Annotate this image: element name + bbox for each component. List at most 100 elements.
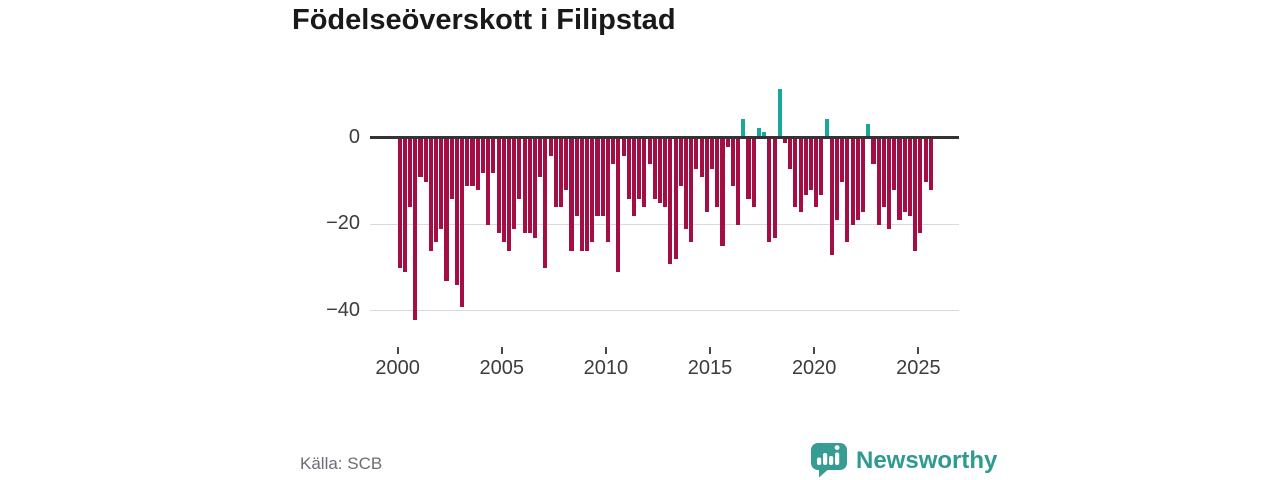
bar — [855, 138, 860, 221]
x-axis-tick-label: 2020 — [791, 357, 837, 379]
bar — [824, 119, 829, 137]
bar — [522, 138, 527, 234]
newsworthy-wordmark: Newsworthy — [856, 446, 998, 474]
y-axis-tick-label: −20 — [326, 212, 360, 234]
bar — [465, 138, 470, 186]
bar — [553, 138, 558, 208]
x-axis-tick-mark — [813, 347, 816, 354]
bar — [913, 138, 918, 251]
bar — [454, 138, 459, 286]
gridline — [370, 310, 959, 311]
bar — [741, 119, 746, 137]
bar — [402, 138, 407, 273]
bar — [506, 138, 512, 251]
bar — [767, 138, 772, 243]
bar — [772, 138, 777, 238]
x-axis-tick-label: 2015 — [687, 357, 733, 379]
bar — [710, 138, 715, 169]
bar — [694, 138, 699, 169]
x-axis-tick-label: 2010 — [583, 357, 629, 379]
bar — [413, 138, 418, 320]
bar — [449, 138, 454, 199]
bar — [689, 138, 694, 243]
x-axis-tick-label: 2025 — [896, 357, 941, 379]
chart-title: Födelseöverskott i Filipstad — [292, 4, 676, 36]
bar — [788, 138, 793, 169]
bar — [663, 138, 668, 208]
bar — [736, 138, 741, 225]
bar — [559, 138, 564, 208]
bar — [746, 138, 751, 199]
bar — [397, 138, 402, 269]
x-axis-tick-mark — [604, 347, 607, 354]
bar — [652, 138, 657, 199]
x-axis-tick-label: 2005 — [479, 357, 525, 379]
x-axis-tick-mark — [917, 347, 920, 354]
bar — [605, 138, 610, 243]
bar — [782, 138, 787, 143]
bar — [647, 138, 652, 165]
x-axis-tick-mark — [500, 347, 503, 354]
bar — [876, 138, 881, 225]
bar — [704, 138, 709, 212]
bar — [439, 138, 444, 230]
bar — [532, 138, 538, 238]
bar — [840, 138, 845, 182]
bar — [803, 138, 808, 195]
bar — [527, 138, 532, 234]
gridline — [370, 223, 959, 225]
bar — [543, 138, 548, 269]
bar — [923, 138, 928, 182]
bar — [418, 138, 423, 178]
bar — [564, 138, 569, 191]
bar — [585, 138, 590, 251]
bar — [611, 138, 616, 165]
bar — [725, 138, 730, 147]
y-axis-tick-label: −40 — [326, 298, 360, 321]
bar — [548, 138, 553, 156]
bar — [579, 138, 584, 251]
bar — [569, 138, 574, 251]
bar — [480, 138, 485, 173]
bar — [814, 138, 819, 208]
bar — [871, 138, 876, 165]
x-axis-tick-mark — [396, 347, 399, 354]
bar — [475, 138, 480, 191]
bar — [902, 138, 907, 212]
bar — [699, 138, 704, 178]
bar — [637, 138, 642, 199]
bar — [678, 138, 683, 186]
bar — [501, 138, 506, 243]
zero-axis-line — [370, 136, 959, 139]
bar — [444, 138, 449, 282]
bar — [491, 138, 496, 173]
bar — [574, 138, 579, 217]
bar — [631, 138, 636, 217]
bar — [486, 138, 491, 225]
bar — [512, 138, 517, 230]
bar — [861, 138, 866, 212]
bar — [850, 138, 855, 225]
bar — [470, 138, 475, 186]
bar — [866, 123, 871, 137]
bar — [538, 138, 543, 178]
x-axis-tick-label: 2000 — [375, 357, 420, 379]
bar — [683, 138, 689, 230]
bar — [517, 138, 522, 199]
bar — [808, 138, 814, 191]
bar — [845, 138, 850, 243]
source-label: Källa: SCB — [300, 454, 383, 473]
bar — [428, 138, 433, 251]
bar — [642, 138, 647, 208]
y-axis-tick-label: 0 — [348, 125, 360, 148]
bar — [793, 138, 798, 208]
newsworthy-bubble-chart-icon — [810, 442, 849, 479]
bar — [616, 138, 621, 273]
bar — [621, 138, 626, 156]
bar — [600, 138, 605, 217]
bar — [834, 138, 840, 221]
bar — [673, 138, 678, 260]
bar — [496, 138, 501, 234]
